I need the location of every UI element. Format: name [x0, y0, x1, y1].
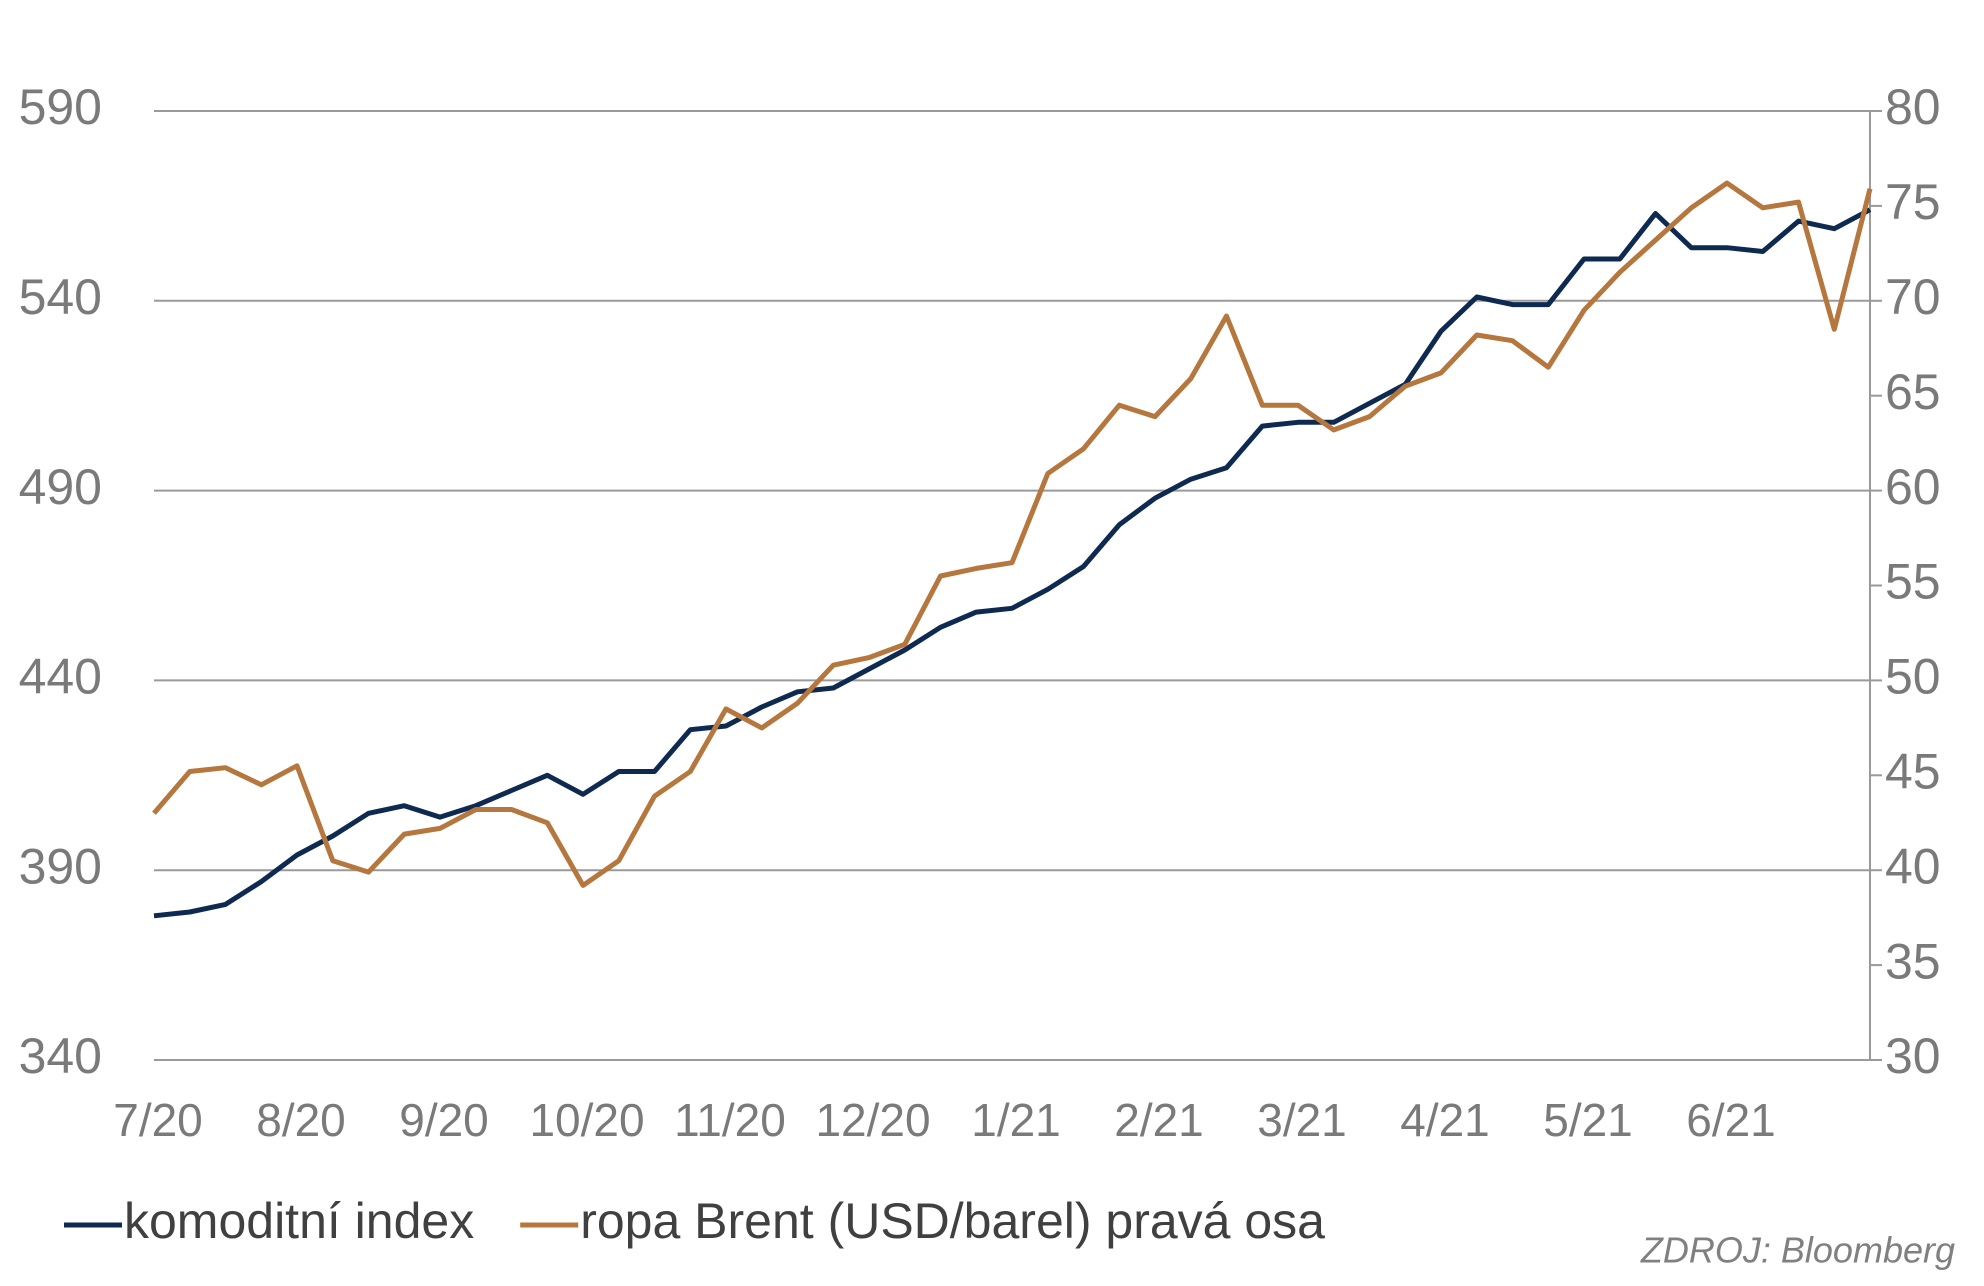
x-tick-label: 6/21 — [1686, 1094, 1776, 1146]
series-line — [152, 180, 1873, 888]
y-tick-label: 590 — [19, 79, 102, 135]
x-tick-label: 10/20 — [529, 1094, 644, 1146]
y-tick-label: 340 — [19, 1028, 102, 1084]
y2-tick-label: 55 — [1885, 554, 1941, 610]
y-tick-label: 540 — [19, 269, 102, 325]
y2-tick-label: 30 — [1885, 1028, 1941, 1084]
x-tick-label: 3/21 — [1257, 1094, 1347, 1146]
y2-tick-label: 45 — [1885, 744, 1941, 800]
y2-tick-label: 70 — [1885, 269, 1941, 325]
x-tick-label: 12/20 — [815, 1094, 930, 1146]
y2-tick-label: 40 — [1885, 838, 1941, 894]
x-tick-label: 4/21 — [1400, 1094, 1490, 1146]
x-tick-label: 11/20 — [674, 1094, 786, 1146]
legend-label: komoditní index — [124, 1193, 474, 1249]
y2-tick-label: 35 — [1885, 933, 1941, 989]
x-tick-label: 5/21 — [1543, 1094, 1633, 1146]
y2-tick-label: 65 — [1885, 364, 1941, 420]
source: ZDROJ: Bloomberg — [1640, 1230, 1955, 1271]
series-line — [153, 207, 1872, 919]
x-tick-label: 1/21 — [971, 1094, 1061, 1146]
x-tick-label: 8/20 — [256, 1094, 346, 1146]
y-tick-label: 440 — [19, 649, 102, 705]
y2-tick-label: 60 — [1885, 459, 1941, 515]
y2-tick-label: 80 — [1885, 79, 1941, 135]
x-tick-label: 9/20 — [399, 1094, 489, 1146]
y2-tick-label: 50 — [1885, 649, 1941, 705]
y-tick-label: 490 — [19, 459, 102, 515]
legend-label: ropa Brent (USD/barel) pravá osa — [580, 1193, 1325, 1249]
y-tick-label: 390 — [19, 838, 102, 894]
y2-tick-label: 75 — [1885, 174, 1941, 230]
x-tick-label: 7/20 — [113, 1094, 203, 1146]
x-tick-label: 2/21 — [1114, 1094, 1204, 1146]
